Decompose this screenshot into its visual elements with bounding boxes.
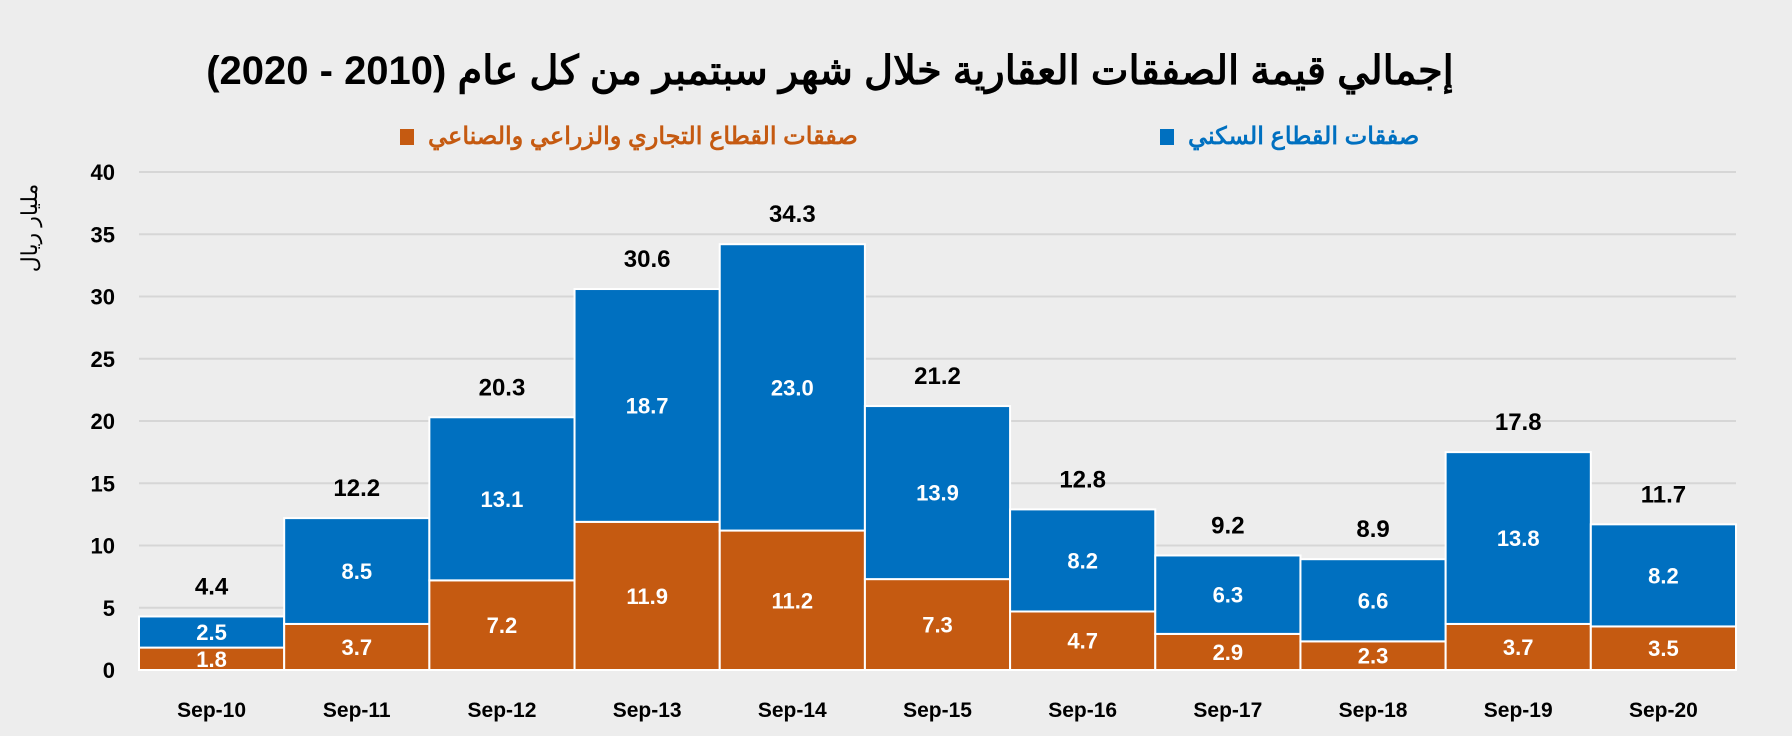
data-label-commercial: 2.9 [1213, 640, 1244, 665]
legend-item-residential: صفقات القطاع السكني [1160, 122, 1419, 151]
y-tick-label: 5 [103, 596, 115, 621]
x-tick-label: Sep-13 [613, 699, 682, 722]
legend-swatch-residential [1160, 128, 1174, 145]
x-tick-label: Sep-16 [1048, 699, 1117, 722]
chart-title: إجمالي قيمة الصفقات العقارية خلال شهر سب… [206, 49, 1454, 93]
y-tick-label: 15 [91, 471, 115, 496]
x-tick-label: Sep-18 [1339, 699, 1408, 722]
bar-residential [573, 288, 721, 523]
bar-commercial [428, 579, 576, 671]
x-tick-label: Sep-19 [1484, 699, 1553, 722]
y-tick-label: 0 [103, 658, 115, 683]
total-label: 4.4 [195, 573, 229, 600]
x-tick-label: Sep-11 [323, 699, 391, 722]
bar-commercial [1009, 610, 1157, 671]
bar-commercial [1299, 640, 1447, 671]
data-label-residential: 8.2 [1648, 563, 1679, 588]
total-label: 21.2 [914, 363, 961, 390]
data-label-residential: 6.3 [1213, 583, 1244, 608]
total-label: 30.6 [624, 246, 671, 273]
data-label-commercial: 11.9 [626, 584, 668, 609]
bar-residential [863, 405, 1012, 581]
total-label: 20.3 [479, 374, 526, 401]
y-tick-label: 20 [91, 409, 115, 434]
total-label: 34.3 [769, 201, 816, 228]
bar-residential [1444, 451, 1592, 625]
total-label: 17.8 [1495, 409, 1542, 436]
x-tick-label: Sep-15 [903, 699, 972, 722]
data-label-residential: 6.6 [1358, 588, 1389, 613]
data-label-residential: 2.5 [196, 620, 227, 645]
data-label-residential: 13.1 [481, 487, 524, 512]
data-label-commercial: 3.7 [1503, 635, 1534, 660]
bar-residential [718, 243, 866, 532]
data-label-commercial: 2.3 [1358, 644, 1389, 669]
data-label-residential: 13.9 [916, 481, 959, 506]
x-tick-label: Sep-17 [1193, 699, 1262, 722]
total-label: 12.8 [1059, 466, 1106, 493]
bar-residential [1299, 558, 1447, 643]
x-tick-label: Sep-20 [1629, 699, 1698, 722]
bar-residential [1154, 554, 1302, 635]
x-tick-label: Sep-10 [177, 699, 246, 722]
x-tick-label: Sep-12 [468, 699, 537, 722]
data-label-commercial: 3.7 [341, 635, 372, 660]
data-label-commercial: 1.8 [196, 647, 227, 672]
data-label-residential: 18.7 [626, 393, 669, 418]
bar-residential [1589, 523, 1738, 628]
legend-item-commercial: صفقات القطاع التجاري والزراعي والصناعي [400, 122, 858, 151]
y-tick-label: 30 [91, 285, 115, 310]
data-label-commercial: 11.2 [772, 588, 814, 613]
data-label-commercial: 4.7 [1067, 629, 1098, 654]
data-label-residential: 8.2 [1067, 548, 1098, 573]
total-label: 8.9 [1356, 516, 1389, 543]
legend-label-commercial: صفقات القطاع التجاري والزراعي والصناعي [428, 123, 858, 150]
bar-commercial [863, 578, 1012, 671]
y-tick-label: 40 [91, 160, 115, 185]
total-label: 12.2 [333, 475, 380, 502]
bar-residential [428, 416, 576, 582]
bar-residential [283, 517, 431, 625]
bar-commercial [1444, 622, 1592, 671]
data-label-commercial: 3.5 [1648, 636, 1679, 661]
y-tick-label: 10 [91, 534, 115, 559]
total-label: 9.2 [1211, 512, 1244, 539]
y-tick-label: 35 [91, 222, 115, 247]
bar-commercial [718, 529, 866, 671]
bar-residential [138, 615, 286, 649]
y-tick-label: 25 [91, 347, 115, 372]
bar-residential [1009, 508, 1157, 613]
data-label-commercial: 7.2 [487, 613, 518, 638]
data-label-commercial: 7.3 [922, 613, 953, 638]
data-label-residential: 13.8 [1497, 526, 1540, 551]
x-tick-label: Sep-14 [758, 699, 827, 722]
data-label-residential: 8.5 [341, 559, 372, 584]
total-label: 11.7 [1641, 481, 1686, 508]
legend-swatch-commercial [400, 128, 414, 145]
legend-label-residential: صفقات القطاع السكني [1188, 123, 1420, 150]
data-label-residential: 23.0 [771, 375, 814, 400]
